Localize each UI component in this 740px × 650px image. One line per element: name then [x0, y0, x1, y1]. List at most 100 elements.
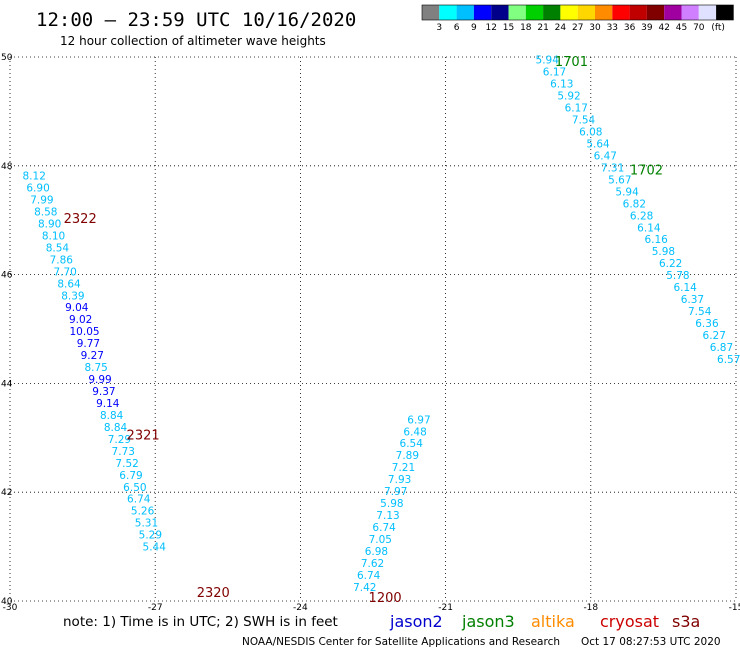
wave-height-value: 8.39: [61, 290, 84, 302]
wave-height-value: 9.99: [88, 374, 111, 386]
colorbar-swatch: [595, 5, 613, 20]
axis-ticks: -30 -27 -24 -21 -18 -15 40 42 44 46 48 50: [1, 53, 740, 613]
lat-tick-label: 40: [1, 597, 13, 607]
wave-height-value: 6.54: [400, 438, 424, 450]
wave-height-value: 7.99: [30, 195, 53, 207]
wave-height-value: 6.74: [127, 494, 151, 506]
wave-height-value: 5.92: [557, 91, 580, 103]
colorbar-label: 3: [436, 23, 442, 33]
legend-entry-s3a: s3a: [672, 612, 700, 631]
wave-height-value: 6.50: [123, 482, 146, 494]
colorbar-swatch: [560, 5, 578, 20]
colorbar-swatch: [491, 5, 509, 20]
lon-tick-label: -27: [148, 603, 163, 613]
wave-height-value: 9.04: [65, 302, 89, 314]
lat-tick-label: 44: [1, 379, 13, 389]
wave-height-value: 7.52: [115, 458, 138, 470]
wave-height-value: 5.29: [139, 530, 162, 542]
lon-tick-label: -21: [438, 603, 453, 613]
colorbar-label: 36: [624, 23, 636, 33]
wave-height-value: 7.86: [50, 254, 74, 266]
colorbar-label: 15: [503, 23, 514, 33]
wave-height-value: 5.67: [608, 174, 631, 186]
wave-height-value: 7.42: [353, 582, 376, 594]
wave-height-value: 6.16: [644, 234, 668, 246]
pass-time-label: 2322: [64, 212, 97, 227]
wave-height-value: 5.94: [536, 55, 560, 67]
wave-height-value: 8.12: [23, 171, 46, 183]
wave-observations: 5.946.176.135.926.177.546.085.646.477.31…: [23, 55, 740, 606]
footer-timestamp: Oct 17 08:27:53 UTC 2020: [581, 636, 721, 648]
wave-height-value: 9.14: [96, 398, 120, 410]
pass-time-label: 1701: [555, 55, 588, 70]
legend-entry-cryosat: cryosat: [600, 612, 659, 631]
colorbar-swatch: [456, 5, 474, 20]
wave-height-value: 9.27: [81, 350, 104, 362]
colorbar-swatch: [698, 5, 717, 20]
wave-height-value: 7.70: [53, 266, 76, 278]
wave-height-value: 6.17: [565, 103, 588, 115]
wave-height-value: 5.64: [586, 138, 610, 150]
wave-height-value: 7.54: [688, 306, 712, 318]
wave-height-value: 7.62: [361, 558, 384, 570]
wave-height-value: 6.74: [372, 522, 396, 534]
colorbar-swatch: [612, 5, 630, 20]
wave-height-value: 6.79: [119, 470, 142, 482]
colorbar-unit: (ft): [711, 23, 725, 33]
pass-time-label: 2320: [197, 586, 230, 601]
legend-entry-altika: altika: [531, 612, 575, 631]
colorbar-swatch: [577, 5, 595, 20]
wave-height-value: 6.98: [365, 546, 388, 558]
wave-height-value: 6.47: [594, 150, 617, 162]
colorbar-swatch: [508, 5, 526, 20]
wave-height-value: 6.48: [403, 426, 426, 438]
map-title: 12:00 – 23:59 UTC 10/16/2020: [36, 9, 356, 31]
colorbar-label: 18: [520, 23, 532, 33]
wave-height-value: 7.21: [392, 462, 415, 474]
wave-height-value: 8.84: [104, 422, 128, 434]
colorbar-swatch: [629, 5, 647, 20]
wave-height-value: 8.54: [46, 242, 70, 254]
wave-height-value: 6.87: [710, 342, 733, 354]
colorbar-swatch: [525, 5, 544, 20]
lon-tick-label: -30: [3, 603, 18, 613]
colorbar-swatch: [646, 5, 665, 20]
wave-height-value: 5.98: [380, 498, 403, 510]
wave-height-value: 6.22: [659, 258, 682, 270]
wave-height-value: 6.27: [703, 330, 726, 342]
wave-height-value: 9.02: [69, 314, 92, 326]
wave-height-value: 9.37: [92, 386, 115, 398]
colorbar-label: 9: [471, 23, 477, 33]
legend-entry-jason2: jason2: [389, 612, 443, 631]
colorbar-swatch: [664, 5, 682, 20]
wave-height-value: 6.90: [26, 183, 49, 195]
colorbar-label: 12: [485, 23, 496, 33]
lon-tick-label: -18: [583, 603, 598, 613]
wave-height-value: 5.26: [131, 506, 155, 518]
wave-height-value: 6.97: [407, 414, 430, 426]
wave-height-value: 6.14: [637, 222, 661, 234]
wave-height-value: 8.10: [42, 230, 65, 242]
lat-tick-label: 46: [1, 271, 13, 281]
wave-height-value: 5.94: [615, 186, 639, 198]
wave-height-value: 6.74: [357, 570, 381, 582]
lon-tick-label: -24: [293, 603, 308, 613]
wave-height-value: 5.31: [135, 518, 158, 530]
wave-height-value: 7.97: [384, 486, 407, 498]
colorbar-label: 39: [641, 23, 653, 33]
wave-height-value: 7.29: [108, 434, 131, 446]
lat-tick-label: 50: [1, 53, 13, 63]
colorbar-swatch: [473, 5, 492, 20]
colorbar-label: 6: [454, 23, 460, 33]
colorbar-label: 30: [589, 23, 601, 33]
wave-height-value: 6.28: [630, 210, 653, 222]
plot-area: -30-27-24-21-18-15404244464850 5.946.176…: [1, 53, 740, 613]
colorbar-label: 70: [693, 23, 705, 33]
wave-height-value: 9.77: [77, 338, 100, 350]
colorbar-swatch: [543, 5, 561, 20]
colorbar-swatch: [422, 5, 440, 20]
colorbar-label: 42: [658, 23, 669, 33]
wave-height-value: 7.05: [369, 534, 392, 546]
wave-height-value: 5.44: [143, 542, 167, 554]
